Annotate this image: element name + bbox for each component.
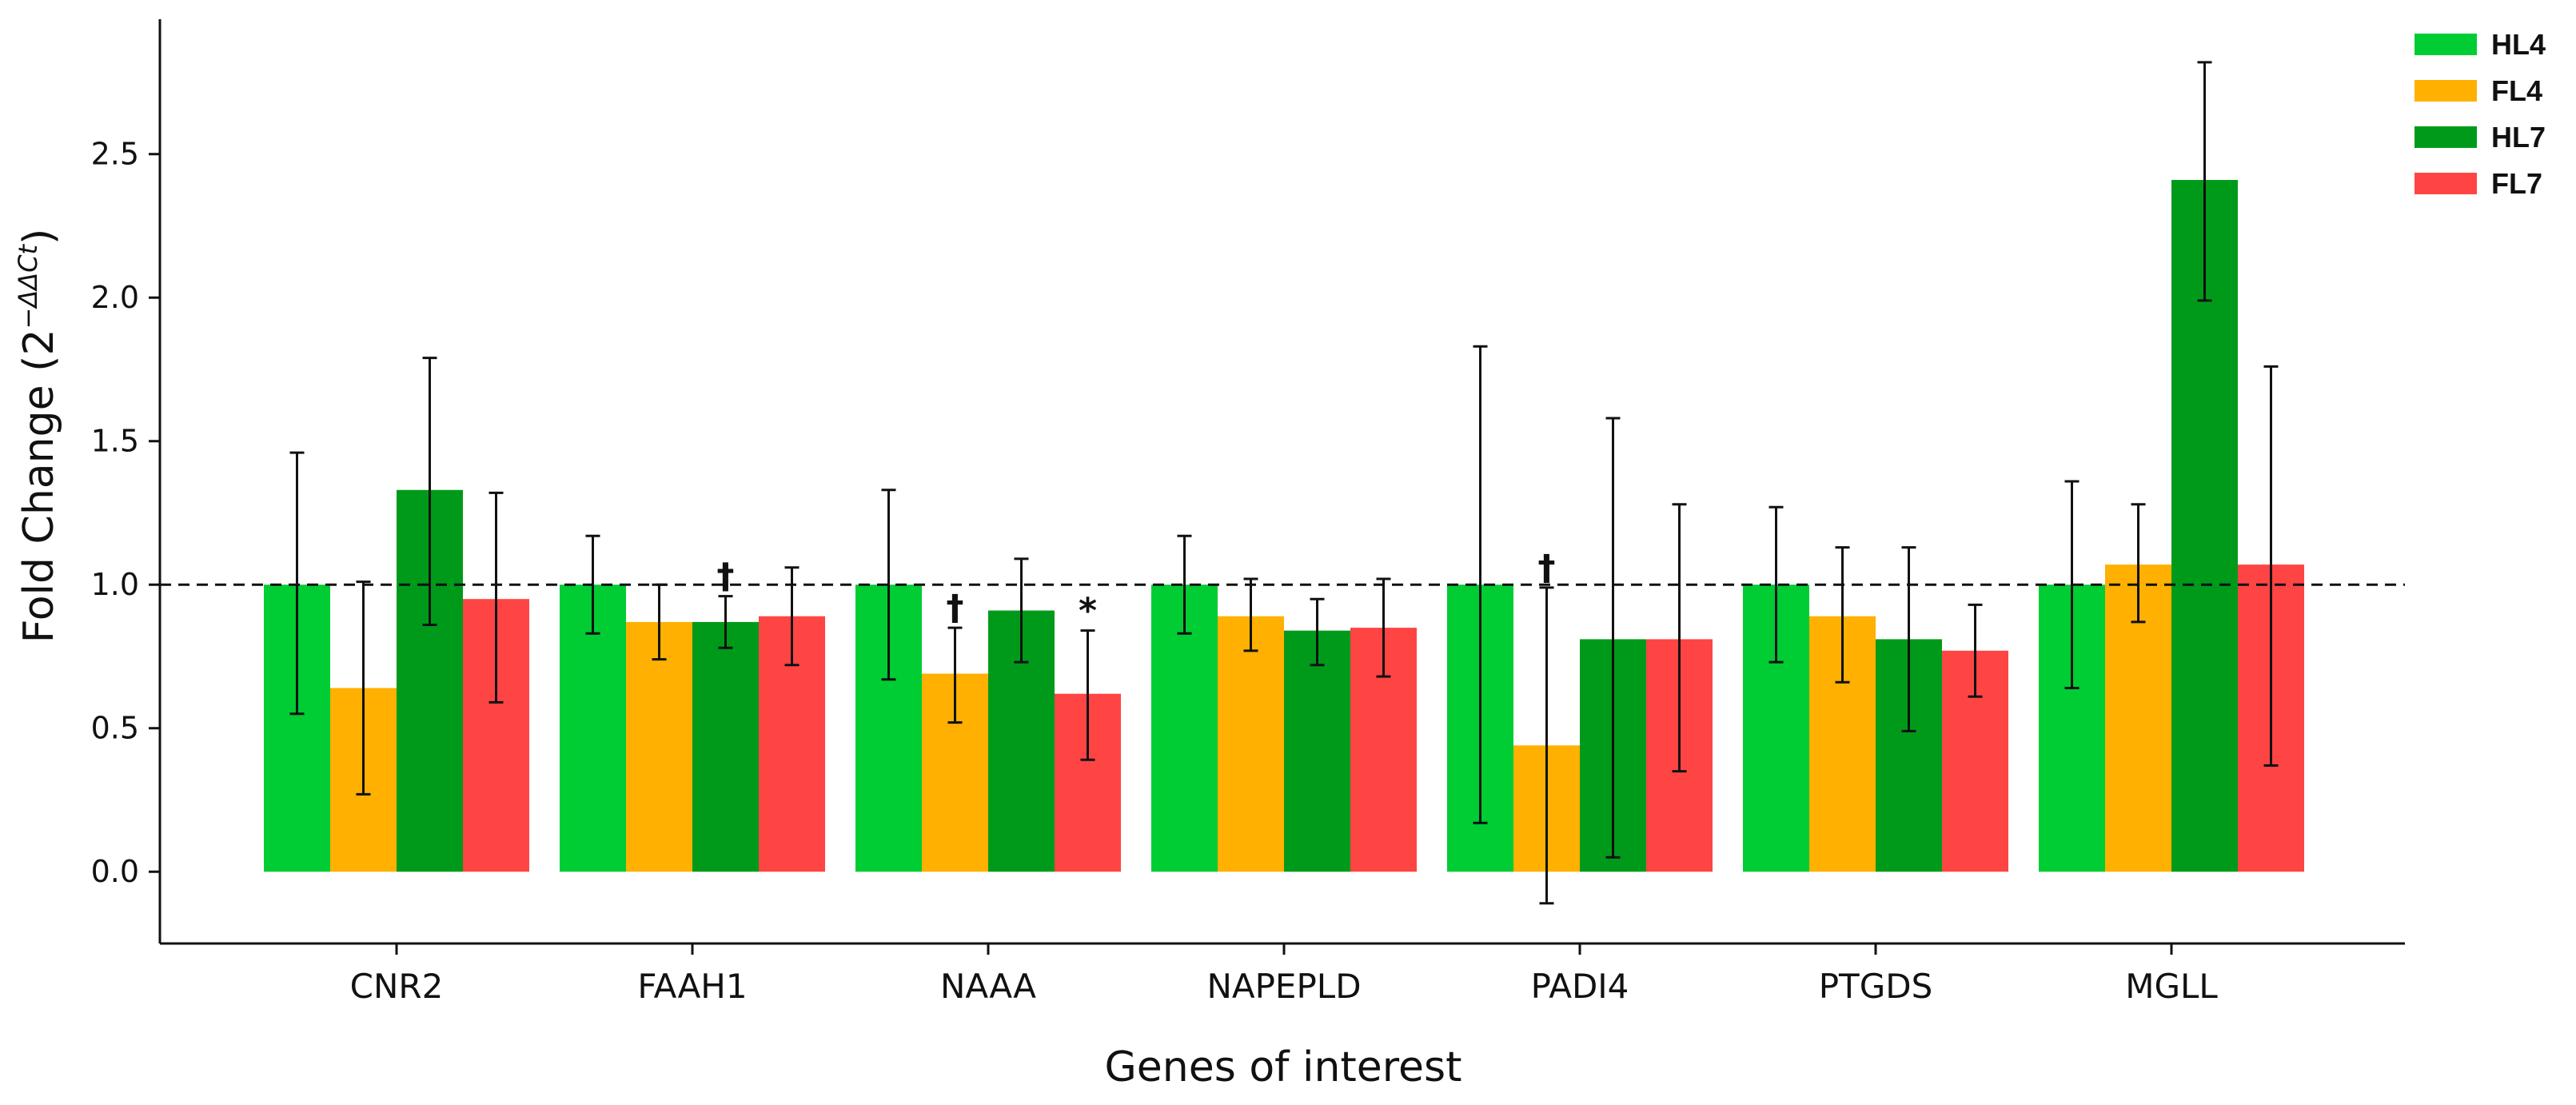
y-tick-label: 0.5 bbox=[91, 711, 139, 746]
error-bar-ptgds-fl7 bbox=[1968, 603, 1983, 698]
x-tick-label-cnr2: CNR2 bbox=[350, 967, 444, 1006]
error-bar-padi4-hl7 bbox=[1605, 417, 1621, 859]
legend-label-fl7: FL7 bbox=[2491, 167, 2542, 200]
y-tick-label: 1.0 bbox=[91, 567, 139, 602]
error-bar-mgll-fl7 bbox=[2263, 365, 2279, 767]
error-bar-cnr2-hl4 bbox=[289, 451, 305, 716]
error-bar-mgll-hl4 bbox=[2064, 480, 2080, 689]
legend-swatch-fl7 bbox=[2415, 173, 2477, 194]
error-bar-mgll-fl4 bbox=[2131, 503, 2146, 624]
error-bar-naaa-fl7 bbox=[1080, 629, 1095, 761]
error-bar-padi4-hl4 bbox=[1473, 345, 1488, 824]
x-tick-label-ptgds: PTGDS bbox=[1819, 967, 1933, 1006]
error-bar-napepld-fl4 bbox=[1243, 577, 1258, 652]
bar-faah1-fl4 bbox=[626, 621, 692, 872]
error-bar-napepld-hl7 bbox=[1310, 597, 1325, 667]
legend-label-hl4: HL4 bbox=[2491, 28, 2546, 61]
bar-napepld-fl4 bbox=[1218, 616, 1284, 872]
y-tick-label: 1.5 bbox=[91, 424, 139, 459]
error-bar-napepld-fl7 bbox=[1376, 577, 1391, 678]
legend-swatch-hl7 bbox=[2415, 126, 2477, 148]
error-bar-cnr2-fl4 bbox=[356, 580, 371, 796]
bars-layer bbox=[264, 180, 2304, 872]
legend-label-fl4: FL4 bbox=[2491, 74, 2542, 107]
x-tick-label-faah1: FAAH1 bbox=[637, 967, 747, 1006]
error-bar-napepld-hl4 bbox=[1177, 534, 1192, 635]
error-bar-faah1-hl7 bbox=[718, 595, 733, 649]
error-bar-naaa-fl4 bbox=[947, 626, 963, 724]
x-axis-title: Genes of interest bbox=[1104, 1043, 1461, 1091]
error-bar-ptgds-hl4 bbox=[1769, 505, 1784, 664]
legend-label-hl7: HL7 bbox=[2491, 121, 2546, 154]
legend-swatch-hl4 bbox=[2415, 34, 2477, 55]
x-tick-label-mgll: MGLL bbox=[2125, 967, 2218, 1006]
bar-faah1-hl7 bbox=[692, 621, 759, 872]
error-bars-layer bbox=[289, 61, 2279, 905]
annotation-padi4-fl4: † bbox=[1538, 548, 1556, 588]
annotations-layer: † † * † bbox=[717, 548, 1556, 632]
error-bar-naaa-hl7 bbox=[1014, 557, 1029, 664]
x-tick-label-naaa: NAAA bbox=[940, 967, 1036, 1006]
annotation-naaa-fl7: * bbox=[1079, 591, 1097, 632]
y-tick-label: 2.5 bbox=[91, 137, 139, 172]
y-tick-label: 0.0 bbox=[91, 854, 139, 889]
error-bar-padi4-fl7 bbox=[1672, 503, 1687, 773]
y-axis-title: Fold Change (2−ΔΔCt) bbox=[13, 229, 63, 644]
error-bar-ptgds-fl4 bbox=[1835, 546, 1850, 684]
annotation-naaa-fl4: † bbox=[947, 588, 964, 628]
annotation-faah1-hl7: † bbox=[717, 556, 735, 597]
error-bar-naaa-hl4 bbox=[881, 489, 896, 681]
error-bar-mgll-hl7 bbox=[2197, 61, 2212, 302]
x-tick-label-napepld: NAPEPLD bbox=[1206, 967, 1361, 1006]
x-ticks: CNR2 FAAH1 NAAA NAPEPLD PADI4 PTGDS MGLL bbox=[350, 943, 2218, 1006]
error-bar-cnr2-hl7 bbox=[422, 357, 437, 627]
y-tick-label: 2.0 bbox=[91, 280, 139, 315]
error-bar-padi4-fl4 bbox=[1539, 586, 1554, 905]
legend: HL4 FL4 HL7 FL7 bbox=[2415, 28, 2546, 200]
bar-napepld-hl7 bbox=[1284, 630, 1350, 872]
y-ticks: 0.0 0.5 1.0 1.5 2.0 2.5 bbox=[91, 137, 160, 889]
legend-swatch-fl4 bbox=[2415, 80, 2477, 102]
error-bar-cnr2-fl7 bbox=[488, 491, 504, 704]
x-tick-label-padi4: PADI4 bbox=[1531, 967, 1629, 1006]
error-bar-ptgds-hl7 bbox=[1901, 546, 1916, 732]
